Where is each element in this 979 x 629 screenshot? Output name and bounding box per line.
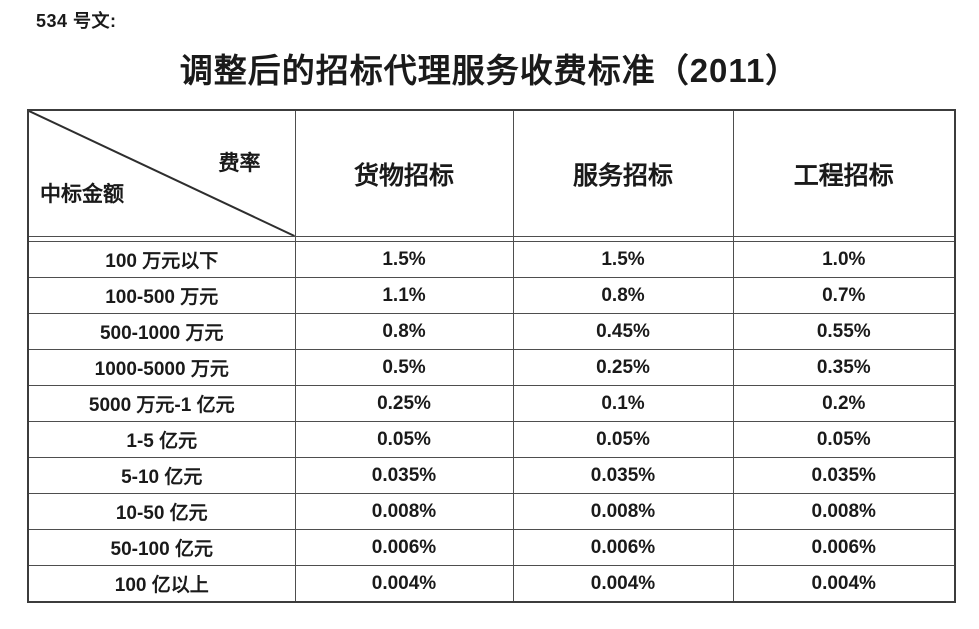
rate-cell: 0.8% xyxy=(294,313,514,350)
rate-cell: 0.55% xyxy=(732,313,956,350)
rate-cell: 1.0% xyxy=(732,241,956,278)
doc-ref-label: 534 号文: xyxy=(36,11,117,31)
table-row: 50-100 亿元 0.006% 0.006% 0.006% xyxy=(27,529,956,566)
rate-cell: 0.035% xyxy=(294,457,514,494)
row-label-cell: 100 亿以上 xyxy=(27,565,296,603)
row-label-cell: 10-50 亿元 xyxy=(27,493,296,530)
rate-cell: 0.8% xyxy=(512,277,734,314)
rate-cell: 0.035% xyxy=(512,457,734,494)
rate-cell: 0.05% xyxy=(294,421,514,458)
row-label-cell: 50-100 亿元 xyxy=(27,529,296,566)
corner-label-rate: 费率 xyxy=(218,152,261,175)
table-row: 1000-5000 万元 0.5% 0.25% 0.35% xyxy=(27,349,956,386)
rate-cell: 0.7% xyxy=(732,277,956,314)
row-label-cell: 5-10 亿元 xyxy=(27,457,296,494)
rate-cell: 0.45% xyxy=(512,313,734,350)
rate-cell: 0.006% xyxy=(732,529,956,566)
rate-cell: 0.004% xyxy=(732,565,956,603)
rate-cell: 0.035% xyxy=(732,457,956,494)
rate-cell: 0.006% xyxy=(512,529,734,566)
rate-cell: 0.1% xyxy=(512,385,734,422)
rate-cell: 0.004% xyxy=(512,565,734,603)
table-row: 100 万元以下 1.5% 1.5% 1.0% xyxy=(27,241,956,278)
rate-cell: 1.1% xyxy=(294,277,514,314)
row-label-cell: 5000 万元-1 亿元 xyxy=(27,385,296,422)
row-label-cell: 1000-5000 万元 xyxy=(27,349,296,386)
column-header-service-bidding: 服务招标 xyxy=(512,109,734,237)
table-header-row: 费率 中标金额 货物招标 服务招标 工程招标 xyxy=(27,109,956,237)
table-row: 100-500 万元 1.1% 0.8% 0.7% xyxy=(27,277,956,314)
column-header-goods-bidding: 货物招标 xyxy=(294,109,514,237)
row-label-cell: 100 万元以下 xyxy=(27,241,296,278)
rate-cell: 0.25% xyxy=(512,349,734,386)
table-row: 1-5 亿元 0.05% 0.05% 0.05% xyxy=(27,421,956,458)
rate-cell: 0.006% xyxy=(294,529,514,566)
rate-cell: 0.004% xyxy=(294,565,514,603)
diagonal-line xyxy=(29,111,295,236)
rate-cell: 0.05% xyxy=(512,421,734,458)
rate-cell: 0.008% xyxy=(732,493,956,530)
rate-cell: 1.5% xyxy=(512,241,734,278)
rate-cell: 0.25% xyxy=(294,385,514,422)
table-row: 500-1000 万元 0.8% 0.45% 0.55% xyxy=(27,313,956,350)
row-label-cell: 1-5 亿元 xyxy=(27,421,296,458)
diagonal-header-cell: 费率 中标金额 xyxy=(27,109,296,237)
rate-cell: 0.05% xyxy=(732,421,956,458)
table-row: 5-10 亿元 0.035% 0.035% 0.035% xyxy=(27,457,956,494)
rate-cell: 0.008% xyxy=(512,493,734,530)
table-row: 10-50 亿元 0.008% 0.008% 0.008% xyxy=(27,493,956,530)
rate-cell: 1.5% xyxy=(294,241,514,278)
row-label-cell: 500-1000 万元 xyxy=(27,313,296,350)
rate-cell: 0.35% xyxy=(732,349,956,386)
table-row: 100 亿以上 0.004% 0.004% 0.004% xyxy=(27,565,956,603)
page-title: 调整后的招标代理服务收费标准（2011） xyxy=(179,52,800,89)
corner-label-award-amount: 中标金额 xyxy=(40,183,124,206)
rate-cell: 0.2% xyxy=(732,385,956,422)
row-label-cell: 100-500 万元 xyxy=(27,277,296,314)
fee-rate-table: 费率 中标金额 货物招标 服务招标 工程招标 100 万元以下 1.5% 1.5… xyxy=(27,109,956,603)
rate-cell: 0.5% xyxy=(294,349,514,386)
rate-cell: 0.008% xyxy=(294,493,514,530)
column-header-engineering-bidding: 工程招标 xyxy=(732,109,956,237)
table-row: 5000 万元-1 亿元 0.25% 0.1% 0.2% xyxy=(27,385,956,422)
